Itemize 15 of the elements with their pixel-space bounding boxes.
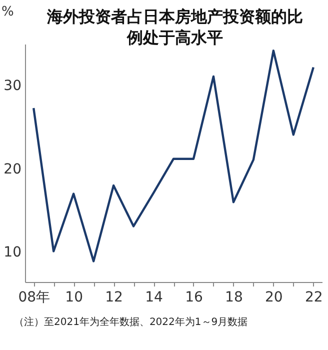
- line-series: [32, 50, 315, 262]
- text: （注）至2021年为全年数据、2022年为1～9月数据: [14, 316, 248, 330]
- x-tick-label: 14: [145, 290, 164, 306]
- y-tick-label: 30: [4, 78, 22, 94]
- x-tick-label: 12: [105, 290, 123, 306]
- x-tick-label: 08年: [18, 290, 50, 306]
- chart-title: 海外投资者占日本房地产投资额的比例处于高水平: [46, 6, 304, 48]
- x-tick-label: 16: [185, 290, 203, 306]
- y-tick-label: 20: [4, 161, 22, 178]
- x-tick-label: 10: [65, 290, 83, 306]
- y-tick-label: 10: [4, 244, 22, 261]
- y-axis-title: %: [2, 4, 14, 20]
- x-tick-label: 18: [225, 290, 243, 306]
- x-tick-label: 22: [304, 290, 323, 306]
- x-tick-label: 20: [265, 290, 283, 306]
